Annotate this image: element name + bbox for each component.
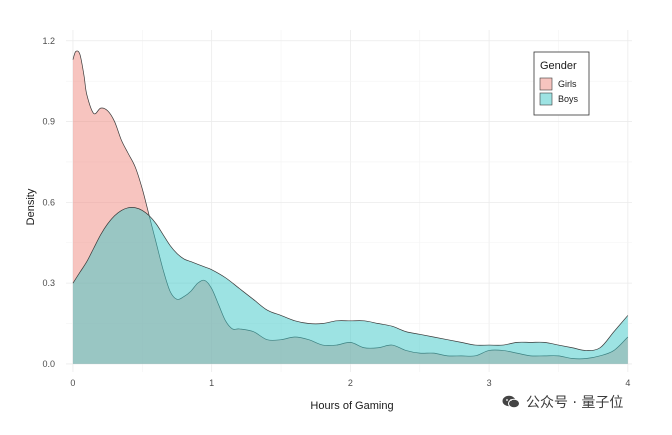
- legend-label-boys: Boys: [558, 94, 579, 104]
- legend-swatch-girls: [539, 77, 553, 91]
- watermark: 公众号 · 量子位: [502, 392, 623, 412]
- density-line-boys: [72, 207, 629, 351]
- y-axis-ticks: 0.0 0.3 0.6 0.9 1.2: [42, 36, 55, 369]
- legend-title: Gender: [540, 60, 577, 72]
- x-tick-label: 4: [625, 378, 630, 388]
- x-tick-label: 2: [348, 378, 353, 388]
- y-tick-label: 0.9: [42, 117, 55, 127]
- legend-swatch-boys: [539, 92, 553, 106]
- x-tick-label: 1: [209, 378, 214, 388]
- watermark-text: 公众号 · 量子位: [526, 395, 624, 411]
- x-tick-label: 3: [487, 378, 492, 388]
- y-tick-label: 1.2: [42, 36, 55, 46]
- legend-items: Girls Boys: [539, 77, 579, 106]
- x-axis-title: Hours of Gaming: [310, 400, 393, 412]
- y-tick-label: 0.6: [42, 197, 55, 207]
- density-area-boys: [72, 207, 628, 364]
- legend-label-girls: Girls: [558, 79, 577, 89]
- wechat-icon: [502, 395, 520, 409]
- y-tick-label: 0.0: [42, 359, 55, 369]
- y-axis-title: Density: [25, 188, 37, 225]
- density-areas: [72, 50, 629, 364]
- legend: Gender Girls Boys: [533, 51, 590, 116]
- x-axis-ticks: 0 1 2 3 4: [70, 378, 630, 388]
- x-tick-label: 0: [70, 378, 75, 388]
- y-tick-label: 0.3: [42, 278, 55, 288]
